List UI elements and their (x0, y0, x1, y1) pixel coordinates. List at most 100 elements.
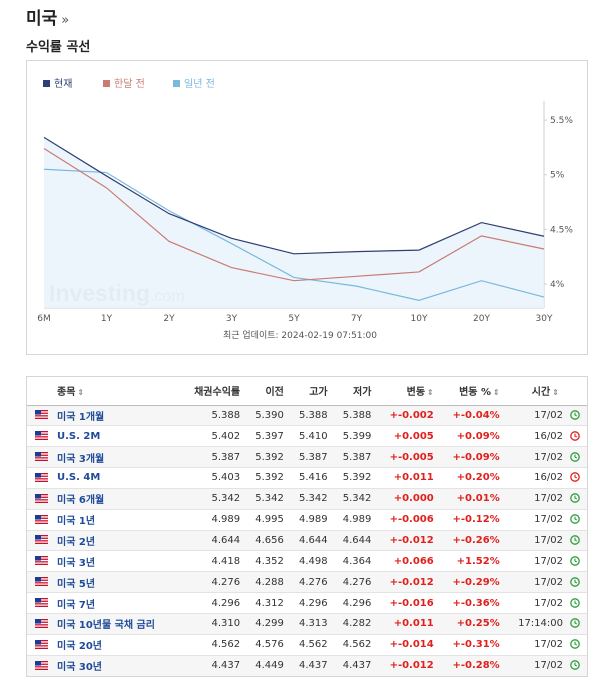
time-cell: 17/02 (534, 534, 563, 546)
yield-cell: 4.418 (211, 555, 241, 567)
flag-cell (27, 655, 53, 676)
table-row: U.S. 2M 5.402 5.397 5.410 5.399 +0.005 +0.09% 1… (27, 426, 587, 447)
sort-icon[interactable]: ⇕ (552, 388, 559, 398)
flag-cell (27, 447, 53, 468)
prev-cell: 4.352 (255, 555, 284, 567)
bond-name-link[interactable]: 미국 10년물 국채 금리 (57, 620, 155, 632)
change-cell: +0.000 (393, 493, 434, 505)
x-tick-label: 1Y (101, 314, 113, 324)
bond-name-link[interactable]: 미국 30년 (57, 662, 102, 674)
bond-name-link[interactable]: 미국 20년 (57, 641, 102, 653)
col-time-header[interactable]: 시간 ⇕ (504, 377, 587, 405)
legend-label[interactable]: 한달 전 (114, 78, 145, 90)
change-pct-cell: +-0.36% (452, 597, 500, 609)
time-cell: 17/02 (534, 555, 563, 567)
high-cell: 4.296 (299, 597, 328, 609)
legend-label[interactable]: 일년 전 (184, 78, 215, 90)
prev-cell: 4.312 (255, 597, 284, 609)
col-prev-header[interactable]: 이전 (244, 377, 288, 405)
sort-icon[interactable]: ⇕ (493, 388, 500, 398)
col-change-header[interactable]: 변동 ⇕ (375, 377, 437, 405)
status-cell (567, 634, 587, 655)
time-cell: 17/02 (534, 576, 563, 588)
status-cell (567, 488, 587, 509)
bond-name-link[interactable]: 미국 7년 (57, 599, 96, 611)
change-pct-cell: +-0.04% (452, 409, 500, 421)
bond-name-link[interactable]: 미국 6개월 (57, 495, 105, 507)
bond-name-link[interactable]: 미국 3년 (57, 557, 96, 569)
col-name-header[interactable]: 종목 ⇕ (27, 377, 180, 405)
high-cell: 4.276 (299, 576, 328, 588)
table-row: 미국 1개월 5.388 5.390 5.388 5.388 +-0.002 +-0.04%… (27, 405, 587, 426)
table-row: 미국 30년 4.437 4.449 4.437 4.437 +-0.012 +-0.28%… (27, 655, 587, 676)
bond-name-link[interactable]: U.S. 2M (57, 430, 101, 442)
y-tick-label: 4% (550, 280, 565, 290)
us-flag-icon (35, 660, 48, 670)
us-flag-icon (35, 556, 48, 566)
us-flag-icon (35, 639, 48, 649)
country-title: 미국 (26, 9, 58, 29)
low-cell: 4.364 (342, 555, 372, 567)
yield-cell: 5.402 (211, 430, 241, 442)
status-cell (567, 593, 587, 614)
flag-cell (27, 613, 53, 634)
col-yield-header[interactable]: 채권수익률 (180, 377, 245, 405)
us-flag-icon (35, 535, 48, 545)
bond-name-link[interactable]: U.S. 4M (57, 472, 101, 484)
header-label: 변동 % (459, 387, 492, 399)
sort-icon[interactable]: ⇕ (77, 388, 85, 398)
clock-icon (570, 410, 580, 420)
us-flag-icon (35, 514, 48, 524)
table-row: 미국 10년물 국채 금리 4.310 4.299 4.313 4.282 +0.011 +… (27, 613, 587, 635)
yield-cell: 4.562 (211, 639, 241, 651)
bond-name-link[interactable]: 미국 5년 (57, 578, 96, 590)
chevron-right-icon[interactable]: » (61, 13, 70, 28)
yield-cell: 5.403 (211, 472, 241, 484)
yield-cell: 4.644 (211, 534, 241, 546)
high-cell: 4.437 (299, 660, 328, 672)
series-line-1 (43, 148, 545, 282)
col-high-header[interactable]: 고가 (288, 377, 332, 405)
high-cell: 5.342 (299, 493, 328, 505)
us-flag-icon (35, 493, 48, 503)
prev-cell: 4.299 (255, 618, 284, 630)
change-pct-cell: +-0.09% (452, 451, 500, 463)
low-cell: 5.342 (342, 493, 372, 505)
high-cell: 5.410 (299, 430, 328, 442)
clock-icon (570, 493, 580, 504)
change-cell: +0.011 (393, 472, 434, 484)
us-flag-icon (35, 452, 48, 462)
change-cell: +-0.014 (389, 639, 434, 651)
table-header-row: 종목 ⇕ 채권수익률 이전 고가 저가 변동 ⇕ 변동 % ⇕ 시간 ⇕ (27, 377, 587, 405)
high-cell: 4.498 (299, 555, 328, 567)
change-cell: +0.005 (393, 430, 434, 442)
high-cell: 5.388 (299, 409, 328, 421)
col-change-pct-header[interactable]: 변동 % ⇕ (438, 377, 504, 405)
col-low-header[interactable]: 저가 (332, 377, 376, 405)
status-cell (567, 530, 587, 551)
high-cell: 4.313 (299, 618, 328, 630)
time-cell: 17/02 (534, 409, 563, 421)
change-cell: +-0.006 (389, 514, 434, 526)
time-cell: 17/02 (534, 639, 563, 651)
table-row: 미국 3개월 5.387 5.392 5.387 5.387 +-0.005 +-0.09%… (27, 446, 587, 468)
low-cell: 5.399 (342, 430, 372, 442)
x-tick-label: 5Y (288, 314, 300, 324)
flag-cell (27, 551, 53, 572)
clock-icon (570, 639, 580, 650)
change-pct-cell: +-0.12% (452, 514, 500, 526)
prev-cell: 4.656 (255, 534, 284, 546)
bond-name-link[interactable]: 미국 3개월 (57, 453, 105, 465)
legend-swatch (103, 80, 110, 87)
clock-icon (570, 451, 580, 462)
legend-label[interactable]: 현재 (54, 78, 72, 90)
low-cell: 4.644 (342, 534, 372, 546)
bond-name-link[interactable]: 미국 2년 (57, 536, 96, 548)
table-row: 미국 5년 4.276 4.288 4.276 4.276 +-0.012 +-0.29% 1… (27, 571, 587, 593)
bond-name-link[interactable]: 미국 1년 (57, 516, 96, 528)
low-cell: 4.562 (342, 639, 372, 651)
header-label: 고가 (309, 387, 328, 399)
bond-name-link[interactable]: 미국 1개월 (57, 411, 105, 423)
sort-icon[interactable]: ⇕ (427, 388, 434, 398)
legend-swatch (173, 80, 180, 87)
